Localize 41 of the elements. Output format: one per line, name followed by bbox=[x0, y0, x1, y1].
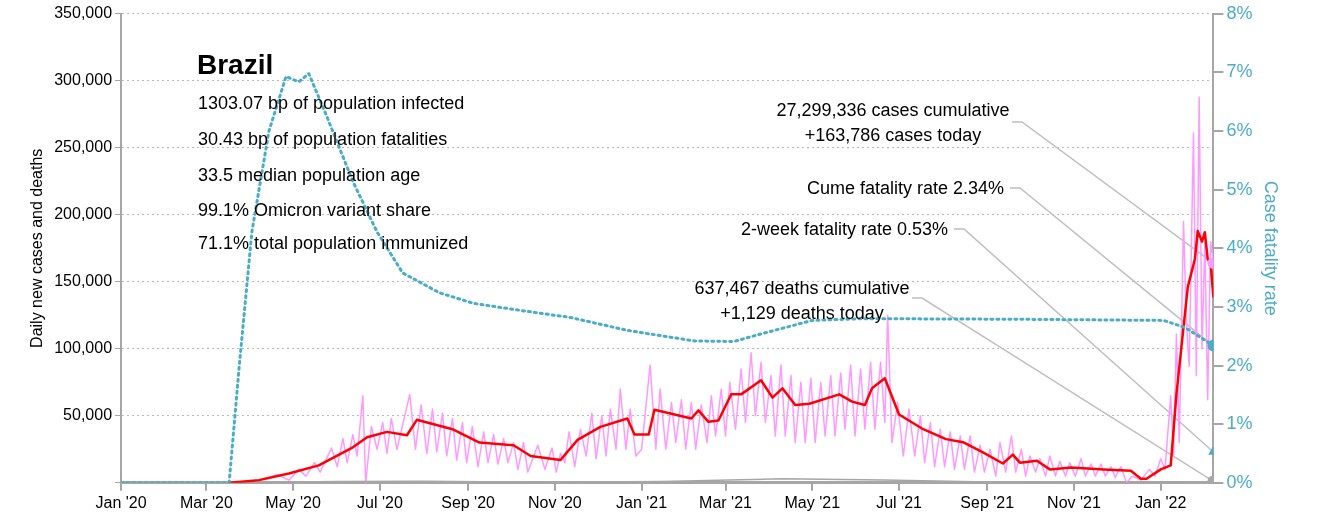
x-tick-label: Jan '20 bbox=[95, 493, 147, 511]
y2-tick-label: 0% bbox=[1226, 471, 1253, 492]
y-tick-label: 150,000 bbox=[54, 272, 113, 290]
y2-tick-label: 7% bbox=[1226, 61, 1253, 82]
x-tick-label: Jan '21 bbox=[616, 493, 668, 511]
annotation: 27,299,336 cases cumulative +163,786 cases today bbox=[776, 99, 1010, 145]
y-tick-label: 50,000 bbox=[63, 406, 113, 424]
x-tick-label: Jul '21 bbox=[876, 493, 923, 511]
x-tick-label: Sep '20 bbox=[441, 493, 496, 511]
text: Brazil bbox=[197, 48, 274, 80]
x-tick-label: Nov '21 bbox=[1047, 493, 1101, 511]
x-tick-label: Nov '20 bbox=[527, 493, 582, 511]
y-tick-label: 250,000 bbox=[54, 138, 113, 156]
y-tick-label: 300,000 bbox=[54, 71, 113, 89]
annotation: 71.1% total population immunized bbox=[198, 232, 469, 253]
y-axis-title: Daily new cases and deaths bbox=[28, 148, 46, 348]
y2-tick-label: 5% bbox=[1226, 178, 1253, 199]
annotation: 1303.07 bp of population infected bbox=[198, 92, 465, 113]
x-tick-label: Sep '21 bbox=[960, 493, 1015, 511]
x-tick-label: May '20 bbox=[265, 493, 321, 511]
y2-tick-label: 1% bbox=[1226, 413, 1253, 434]
annotation: 637,467 deaths cumulative +1,129 deaths today bbox=[694, 277, 910, 323]
annotation: 30.43 bp of population fatalities bbox=[198, 128, 448, 149]
y-tick-label: 100,000 bbox=[54, 339, 113, 357]
y2-tick-label: 8% bbox=[1226, 2, 1253, 23]
y2-axis-title: Case fatality rate bbox=[1261, 180, 1282, 316]
y-tick-label: 350,000 bbox=[54, 4, 113, 22]
annotation: 99.1% Omicron variant share bbox=[198, 199, 432, 220]
annotation: Cume fatality rate 2.34% bbox=[806, 177, 1004, 198]
y2-tick-label: 2% bbox=[1226, 354, 1253, 375]
y2-tick-label: 6% bbox=[1226, 120, 1253, 141]
x-tick-label: Jul '20 bbox=[357, 493, 403, 511]
y-tick-label: 200,000 bbox=[54, 205, 113, 223]
x-tick-label: Jan '22 bbox=[1135, 493, 1187, 511]
x-tick-label: Mar '21 bbox=[699, 493, 753, 511]
x-tick-label: Mar '20 bbox=[179, 493, 233, 511]
y2-tick-label: 4% bbox=[1226, 237, 1253, 258]
annotation: 2-week fatality rate 0.53% bbox=[740, 218, 948, 239]
x-tick-label: May '21 bbox=[784, 493, 841, 511]
annotation: 33.5 median population age bbox=[198, 164, 421, 185]
y2-tick-label: 3% bbox=[1226, 295, 1253, 316]
